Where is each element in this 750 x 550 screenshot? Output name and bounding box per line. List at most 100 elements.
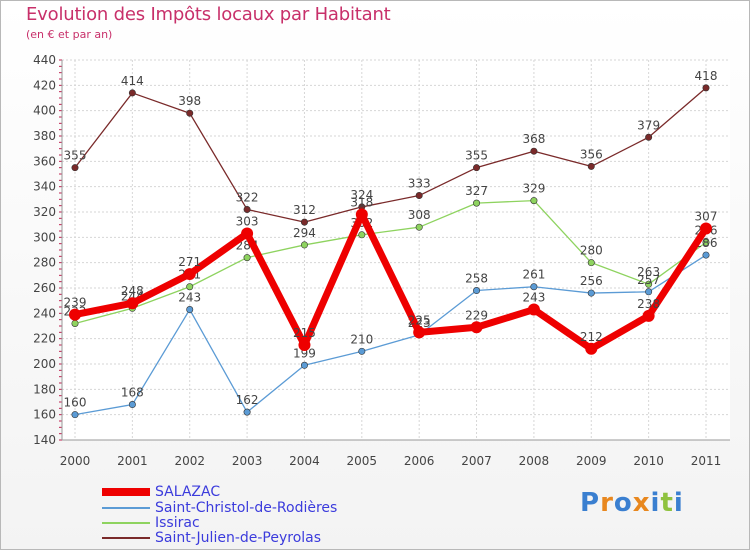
y-tick-label: 320	[33, 205, 56, 219]
x-tick-label: 2008	[519, 454, 550, 468]
x-tick-label: 2007	[461, 454, 492, 468]
data-label-saint-christol-de-rodi-res: 162	[236, 393, 259, 407]
data-label-salazac: 238	[637, 297, 660, 311]
data-point-saint-christol-de-rodi-res	[358, 347, 366, 355]
data-point-saint-julien-de-peyrolas	[300, 218, 308, 226]
series-line-saint-julien-de-peyrolas	[74, 87, 707, 223]
y-tick-label: 440	[33, 53, 56, 67]
data-point-saint-christol-de-rodi-res	[645, 288, 653, 296]
logo-letter: i	[650, 488, 661, 518]
data-point-saint-christol-de-rodi-res	[186, 306, 194, 314]
data-label-saint-julien-de-peyrolas: 312	[293, 203, 316, 217]
data-point-saint-julien-de-peyrolas	[702, 84, 710, 92]
data-label-issirac: 294	[293, 226, 316, 240]
data-point-saint-julien-de-peyrolas	[645, 133, 653, 141]
data-point-issirac	[300, 241, 308, 249]
data-label-salazac: 225	[408, 313, 431, 327]
logo-letter: r	[600, 488, 614, 518]
y-tick-label: 420	[33, 78, 56, 92]
data-label-saint-julien-de-peyrolas: 355	[465, 149, 488, 163]
legend-label-saint-julien: Saint-Julien-de-Peyrolas	[155, 530, 322, 546]
data-label-saint-christol-de-rodi-res: 261	[522, 268, 545, 282]
data-point-saint-julien-de-peyrolas	[415, 192, 423, 200]
data-label-saint-julien-de-peyrolas: 356	[580, 147, 603, 161]
data-point-saint-christol-de-rodi-res	[128, 401, 136, 409]
data-label-saint-christol-de-rodi-res: 258	[465, 272, 488, 286]
data-label-saint-julien-de-peyrolas: 414	[121, 74, 144, 88]
data-point-saint-julien-de-peyrolas	[587, 162, 595, 170]
data-point-saint-christol-de-rodi-res	[243, 408, 251, 416]
data-label-salazac: 215	[293, 326, 316, 340]
chart-subtitle: (en € et par an)	[26, 28, 113, 41]
y-tick-label: 340	[33, 180, 56, 194]
data-label-saint-christol-de-rodi-res: 199	[293, 346, 316, 360]
data-label-issirac: 263	[637, 265, 660, 279]
data-point-salazac	[470, 321, 483, 334]
logo-letter: t	[660, 488, 674, 518]
data-point-salazac	[700, 222, 712, 235]
x-tick-label: 2006	[404, 454, 435, 468]
data-label-salazac: 303	[236, 215, 259, 229]
data-label-saint-christol-de-rodi-res: 210	[350, 332, 373, 346]
data-point-issirac	[243, 254, 251, 262]
proxiti-logo: Proxiti	[580, 488, 684, 518]
data-point-saint-julien-de-peyrolas	[473, 164, 481, 172]
y-tick-label: 260	[33, 281, 56, 295]
data-point-saint-christol-de-rodi-res	[300, 361, 308, 369]
x-tick-label: 2003	[232, 454, 263, 468]
x-tick-label: 2011	[691, 454, 722, 468]
data-label-saint-christol-de-rodi-res: 243	[178, 291, 201, 305]
data-label-saint-julien-de-peyrolas: 324	[350, 188, 373, 202]
x-tick-label: 2004	[289, 454, 320, 468]
y-tick-label: 160	[33, 408, 56, 422]
data-label-issirac: 327	[465, 184, 488, 198]
data-point-saint-julien-de-peyrolas	[71, 164, 79, 172]
series-line-salazac	[71, 211, 710, 353]
data-point-salazac	[126, 297, 139, 310]
data-point-saint-julien-de-peyrolas	[128, 89, 136, 97]
data-point-saint-christol-de-rodi-res	[702, 251, 710, 259]
data-label-saint-julien-de-peyrolas: 379	[637, 118, 660, 132]
legend-label-saint-christol: Saint-Christol-de-Rodières	[155, 500, 338, 516]
data-label-saint-christol-de-rodi-res: 168	[121, 386, 144, 400]
data-point-saint-christol-de-rodi-res	[587, 289, 595, 297]
data-label-salazac: 212	[580, 330, 603, 344]
data-point-issirac	[186, 283, 194, 291]
x-tick-label: 2009	[576, 454, 607, 468]
data-point-salazac	[527, 303, 540, 316]
legend-label-issirac: Issirac	[155, 515, 200, 531]
chart-title: Evolution des Impôts locaux par Habitant	[26, 4, 391, 25]
data-label-saint-julien-de-peyrolas: 418	[695, 69, 718, 83]
data-label-salazac: 243	[522, 291, 545, 305]
data-point-salazac	[241, 227, 254, 240]
data-point-saint-julien-de-peyrolas	[530, 147, 538, 155]
data-point-salazac	[69, 308, 81, 321]
logo-letter: P	[580, 488, 601, 518]
data-point-salazac	[585, 342, 598, 355]
data-label-saint-julien-de-peyrolas: 333	[408, 177, 431, 191]
y-tick-label: 240	[33, 306, 56, 320]
series-line-saint-christol-de-rodi-res	[74, 254, 707, 416]
data-point-issirac	[645, 280, 653, 288]
x-tick-label: 2000	[60, 454, 91, 468]
data-label-saint-christol-de-rodi-res: 257	[637, 273, 660, 287]
x-tick-label: 2002	[174, 454, 205, 468]
data-point-saint-christol-de-rodi-res	[71, 411, 79, 419]
legend-label-salazac: SALAZAC	[155, 484, 221, 500]
data-label-saint-julien-de-peyrolas: 398	[178, 94, 201, 108]
logo-letter: o	[613, 488, 633, 518]
data-label-issirac: 280	[580, 244, 603, 258]
data-point-saint-christol-de-rodi-res	[530, 283, 538, 291]
data-point-saint-christol-de-rodi-res	[473, 287, 481, 295]
data-label-salazac: 271	[178, 255, 201, 269]
data-label-saint-christol-de-rodi-res: 160	[64, 396, 87, 410]
data-label-saint-julien-de-peyrolas: 368	[522, 132, 545, 146]
data-point-issirac	[702, 238, 710, 246]
data-label-saint-christol-de-rodi-res: 256	[580, 274, 603, 288]
logo-letter: i	[673, 488, 684, 518]
series-line-issirac	[74, 199, 707, 325]
y-tick-label: 380	[33, 129, 56, 143]
data-label-saint-julien-de-peyrolas: 355	[64, 149, 87, 163]
data-label-issirac: 329	[522, 182, 545, 196]
